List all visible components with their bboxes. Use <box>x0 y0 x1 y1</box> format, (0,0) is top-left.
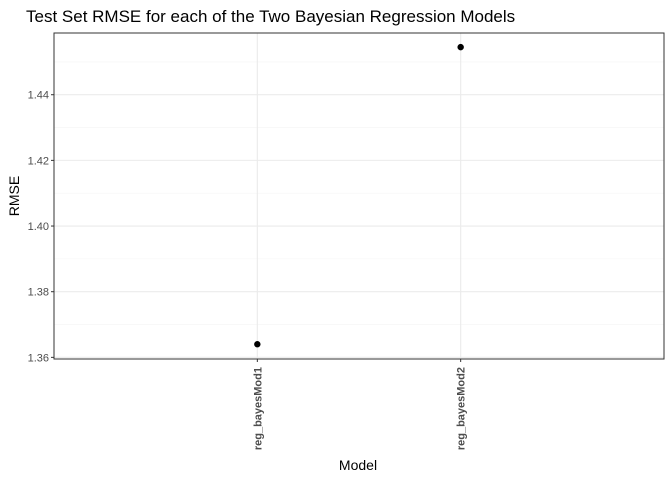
y-tick-label: 1.38 <box>28 287 49 299</box>
y-tick-label: 1.36 <box>28 352 49 364</box>
y-tick-label: 1.44 <box>28 90 49 102</box>
y-tick-label: 1.40 <box>28 221 49 233</box>
x-axis-title: Model <box>339 457 377 473</box>
panel-border <box>53 32 665 360</box>
data-point <box>254 341 261 348</box>
y-tick-label: 1.42 <box>28 155 49 167</box>
x-tick-label: reg_bayesMod1 <box>252 367 264 450</box>
data-point <box>457 43 464 51</box>
y-axis-title: RMSE <box>6 176 22 216</box>
chart-title: Test Set RMSE for each of the Two Bayesi… <box>26 7 515 26</box>
x-tick-label: reg_bayesMod2 <box>456 367 468 450</box>
plot-panel: 1.36 1.38 1.40 1.42 1.44 reg_bayesMod1 reg_bay… <box>28 32 665 450</box>
